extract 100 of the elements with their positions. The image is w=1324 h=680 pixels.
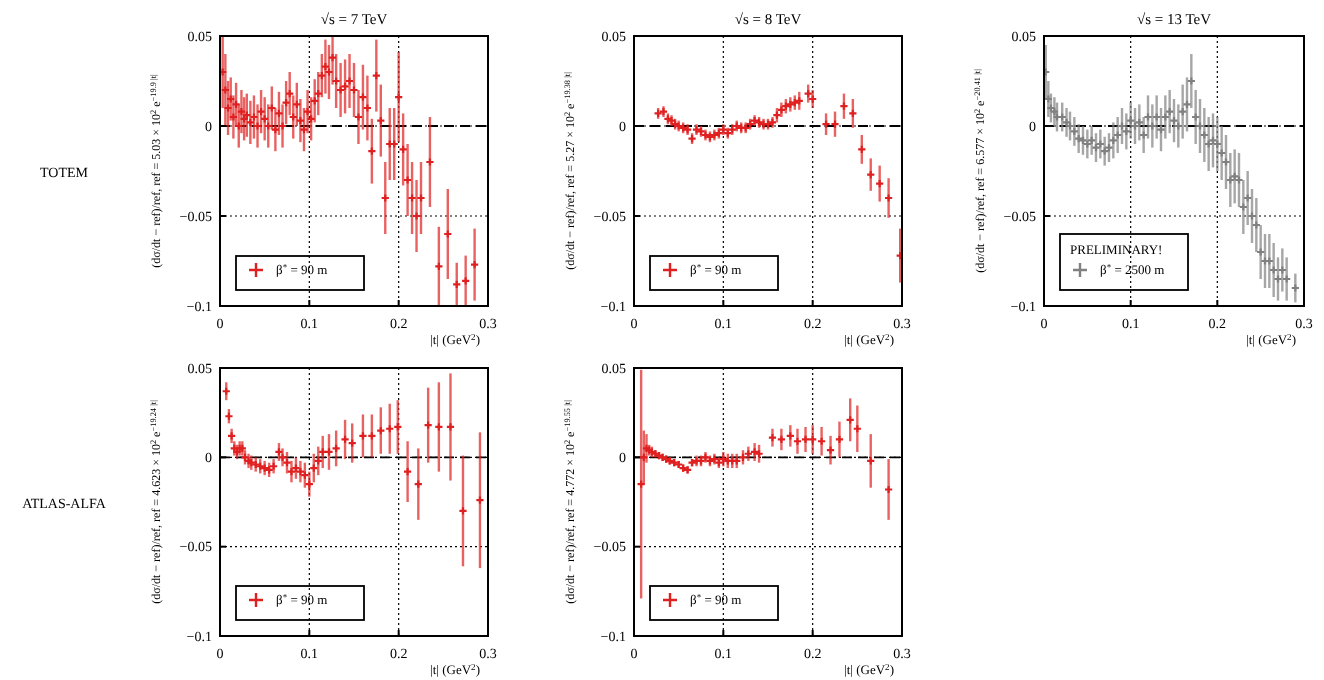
point xyxy=(1192,113,1200,121)
point xyxy=(801,435,810,444)
point xyxy=(1274,275,1282,283)
point xyxy=(446,423,455,431)
point xyxy=(1244,194,1252,202)
point xyxy=(278,122,287,130)
point xyxy=(354,113,363,121)
point xyxy=(348,439,356,447)
point xyxy=(1083,140,1091,148)
point xyxy=(303,108,312,116)
point xyxy=(377,426,385,435)
point xyxy=(1096,140,1104,148)
point xyxy=(220,68,227,76)
point xyxy=(1050,108,1058,116)
point xyxy=(1109,136,1117,144)
point xyxy=(359,432,367,440)
point xyxy=(1161,113,1169,121)
point xyxy=(1118,122,1126,130)
point xyxy=(1114,131,1122,139)
point xyxy=(822,120,830,128)
point xyxy=(1088,136,1096,144)
point xyxy=(321,63,330,71)
point xyxy=(435,262,443,270)
point xyxy=(896,252,902,260)
point xyxy=(858,145,866,153)
point xyxy=(314,457,322,465)
point xyxy=(826,446,835,454)
point xyxy=(1131,122,1139,130)
point xyxy=(325,448,333,456)
point xyxy=(809,435,817,444)
point xyxy=(1044,95,1052,103)
point xyxy=(345,77,354,85)
point xyxy=(1187,77,1195,85)
point xyxy=(328,54,337,62)
point xyxy=(1122,127,1130,135)
point xyxy=(399,145,407,153)
point xyxy=(1135,118,1143,126)
point xyxy=(1066,122,1074,130)
point xyxy=(1196,122,1204,130)
point xyxy=(283,459,291,467)
point xyxy=(831,120,839,128)
point xyxy=(253,122,262,130)
point xyxy=(325,68,333,76)
point xyxy=(1174,122,1182,130)
point xyxy=(268,104,276,112)
point xyxy=(250,113,258,121)
point xyxy=(1157,126,1165,134)
point xyxy=(1183,100,1191,108)
point xyxy=(1218,149,1226,157)
point xyxy=(777,435,785,444)
point xyxy=(300,126,308,134)
point xyxy=(278,453,287,461)
point xyxy=(394,423,402,431)
point xyxy=(885,194,893,202)
point xyxy=(237,108,246,116)
point xyxy=(257,108,265,116)
point xyxy=(1283,275,1291,283)
point xyxy=(246,118,254,126)
point xyxy=(809,95,817,103)
point xyxy=(224,104,232,112)
point xyxy=(296,468,304,476)
point xyxy=(292,464,300,472)
point xyxy=(332,77,340,85)
point xyxy=(426,158,434,166)
point xyxy=(1092,144,1100,152)
point xyxy=(293,100,301,108)
point xyxy=(412,212,421,220)
point xyxy=(310,464,318,472)
point xyxy=(221,86,229,94)
point xyxy=(867,457,875,465)
point xyxy=(1278,266,1286,274)
point xyxy=(235,122,243,130)
point xyxy=(1213,140,1221,148)
point xyxy=(849,109,857,117)
point xyxy=(359,93,367,101)
point xyxy=(453,280,461,288)
point xyxy=(1231,172,1239,180)
point xyxy=(1291,284,1299,292)
point xyxy=(417,194,425,202)
point xyxy=(1200,131,1208,139)
point xyxy=(1226,176,1234,184)
point xyxy=(350,86,358,94)
point xyxy=(1257,248,1265,256)
point xyxy=(296,117,304,125)
point xyxy=(287,468,296,476)
point xyxy=(793,437,802,445)
point xyxy=(459,507,467,515)
point xyxy=(1222,158,1230,166)
point xyxy=(1235,176,1243,184)
point xyxy=(1239,203,1247,211)
point xyxy=(1270,266,1278,274)
point xyxy=(768,434,777,442)
point xyxy=(264,122,272,130)
point xyxy=(1153,113,1161,121)
point xyxy=(404,176,412,184)
point xyxy=(275,448,283,456)
point xyxy=(275,109,283,117)
point xyxy=(1140,131,1148,139)
point xyxy=(363,104,371,112)
point xyxy=(227,95,235,103)
